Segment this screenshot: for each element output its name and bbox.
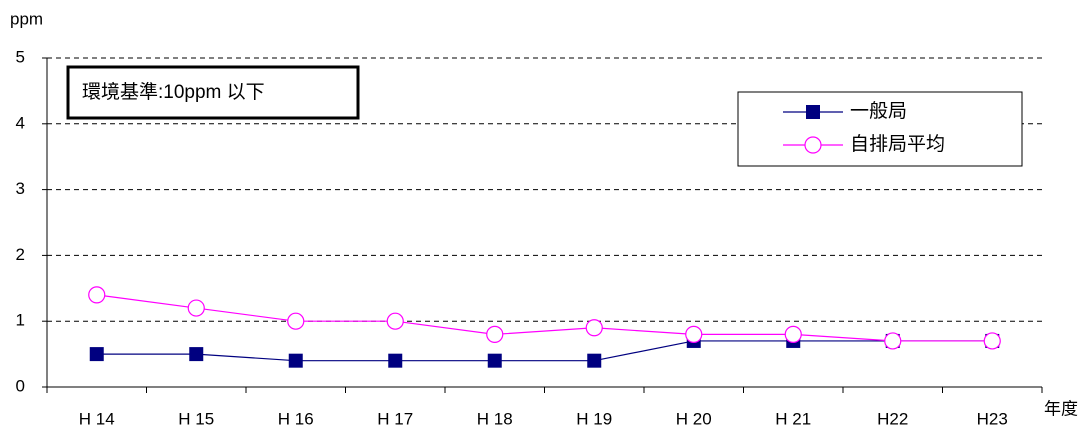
marker [884,332,902,350]
marker [804,136,822,154]
legend-box [737,91,1023,167]
x-tick-label: H 21 [775,409,811,428]
y-axis-label: ppm [10,9,43,28]
marker [784,325,802,343]
grid-layer [47,57,1042,322]
x-tick-label: H 15 [178,409,214,428]
marker [287,312,305,330]
y-tick-label: 4 [16,113,25,132]
x-tick-label: H 14 [79,409,115,428]
marker [89,347,104,362]
marker [386,312,404,330]
series-line [96,340,993,362]
marker [585,319,603,337]
y-tick-label: 0 [16,376,25,395]
marker [983,332,1001,350]
marker [806,105,820,119]
y-tick-label: 3 [16,179,25,198]
marker [487,353,502,368]
legend-label: 自排局平均 [850,133,945,155]
marker [486,325,504,343]
x-tick-label: H 19 [576,409,612,428]
y-tick-label: 5 [16,47,25,66]
x-tick-label: H23 [977,409,1008,428]
marker [187,299,205,317]
annotation: 環境基準:10ppm 以下 [82,81,265,103]
x-axis-label: 年度 [1044,399,1078,418]
annotation-box [66,65,360,120]
marker [685,325,703,343]
x-tick-label: H 20 [676,409,712,428]
y-tick-label: 2 [16,245,25,264]
y-tick-label: 1 [16,311,25,330]
legend-label: 一般局 [850,100,907,122]
marker [88,286,106,304]
marker [288,353,303,368]
x-tick-label: H 18 [477,409,513,428]
marker [587,353,602,368]
x-tick-label: H 16 [278,409,314,428]
x-tick-label: H22 [877,409,908,428]
marker [388,353,403,368]
series-line [96,294,993,342]
marker [189,347,204,362]
x-tick-label: H 17 [377,409,413,428]
